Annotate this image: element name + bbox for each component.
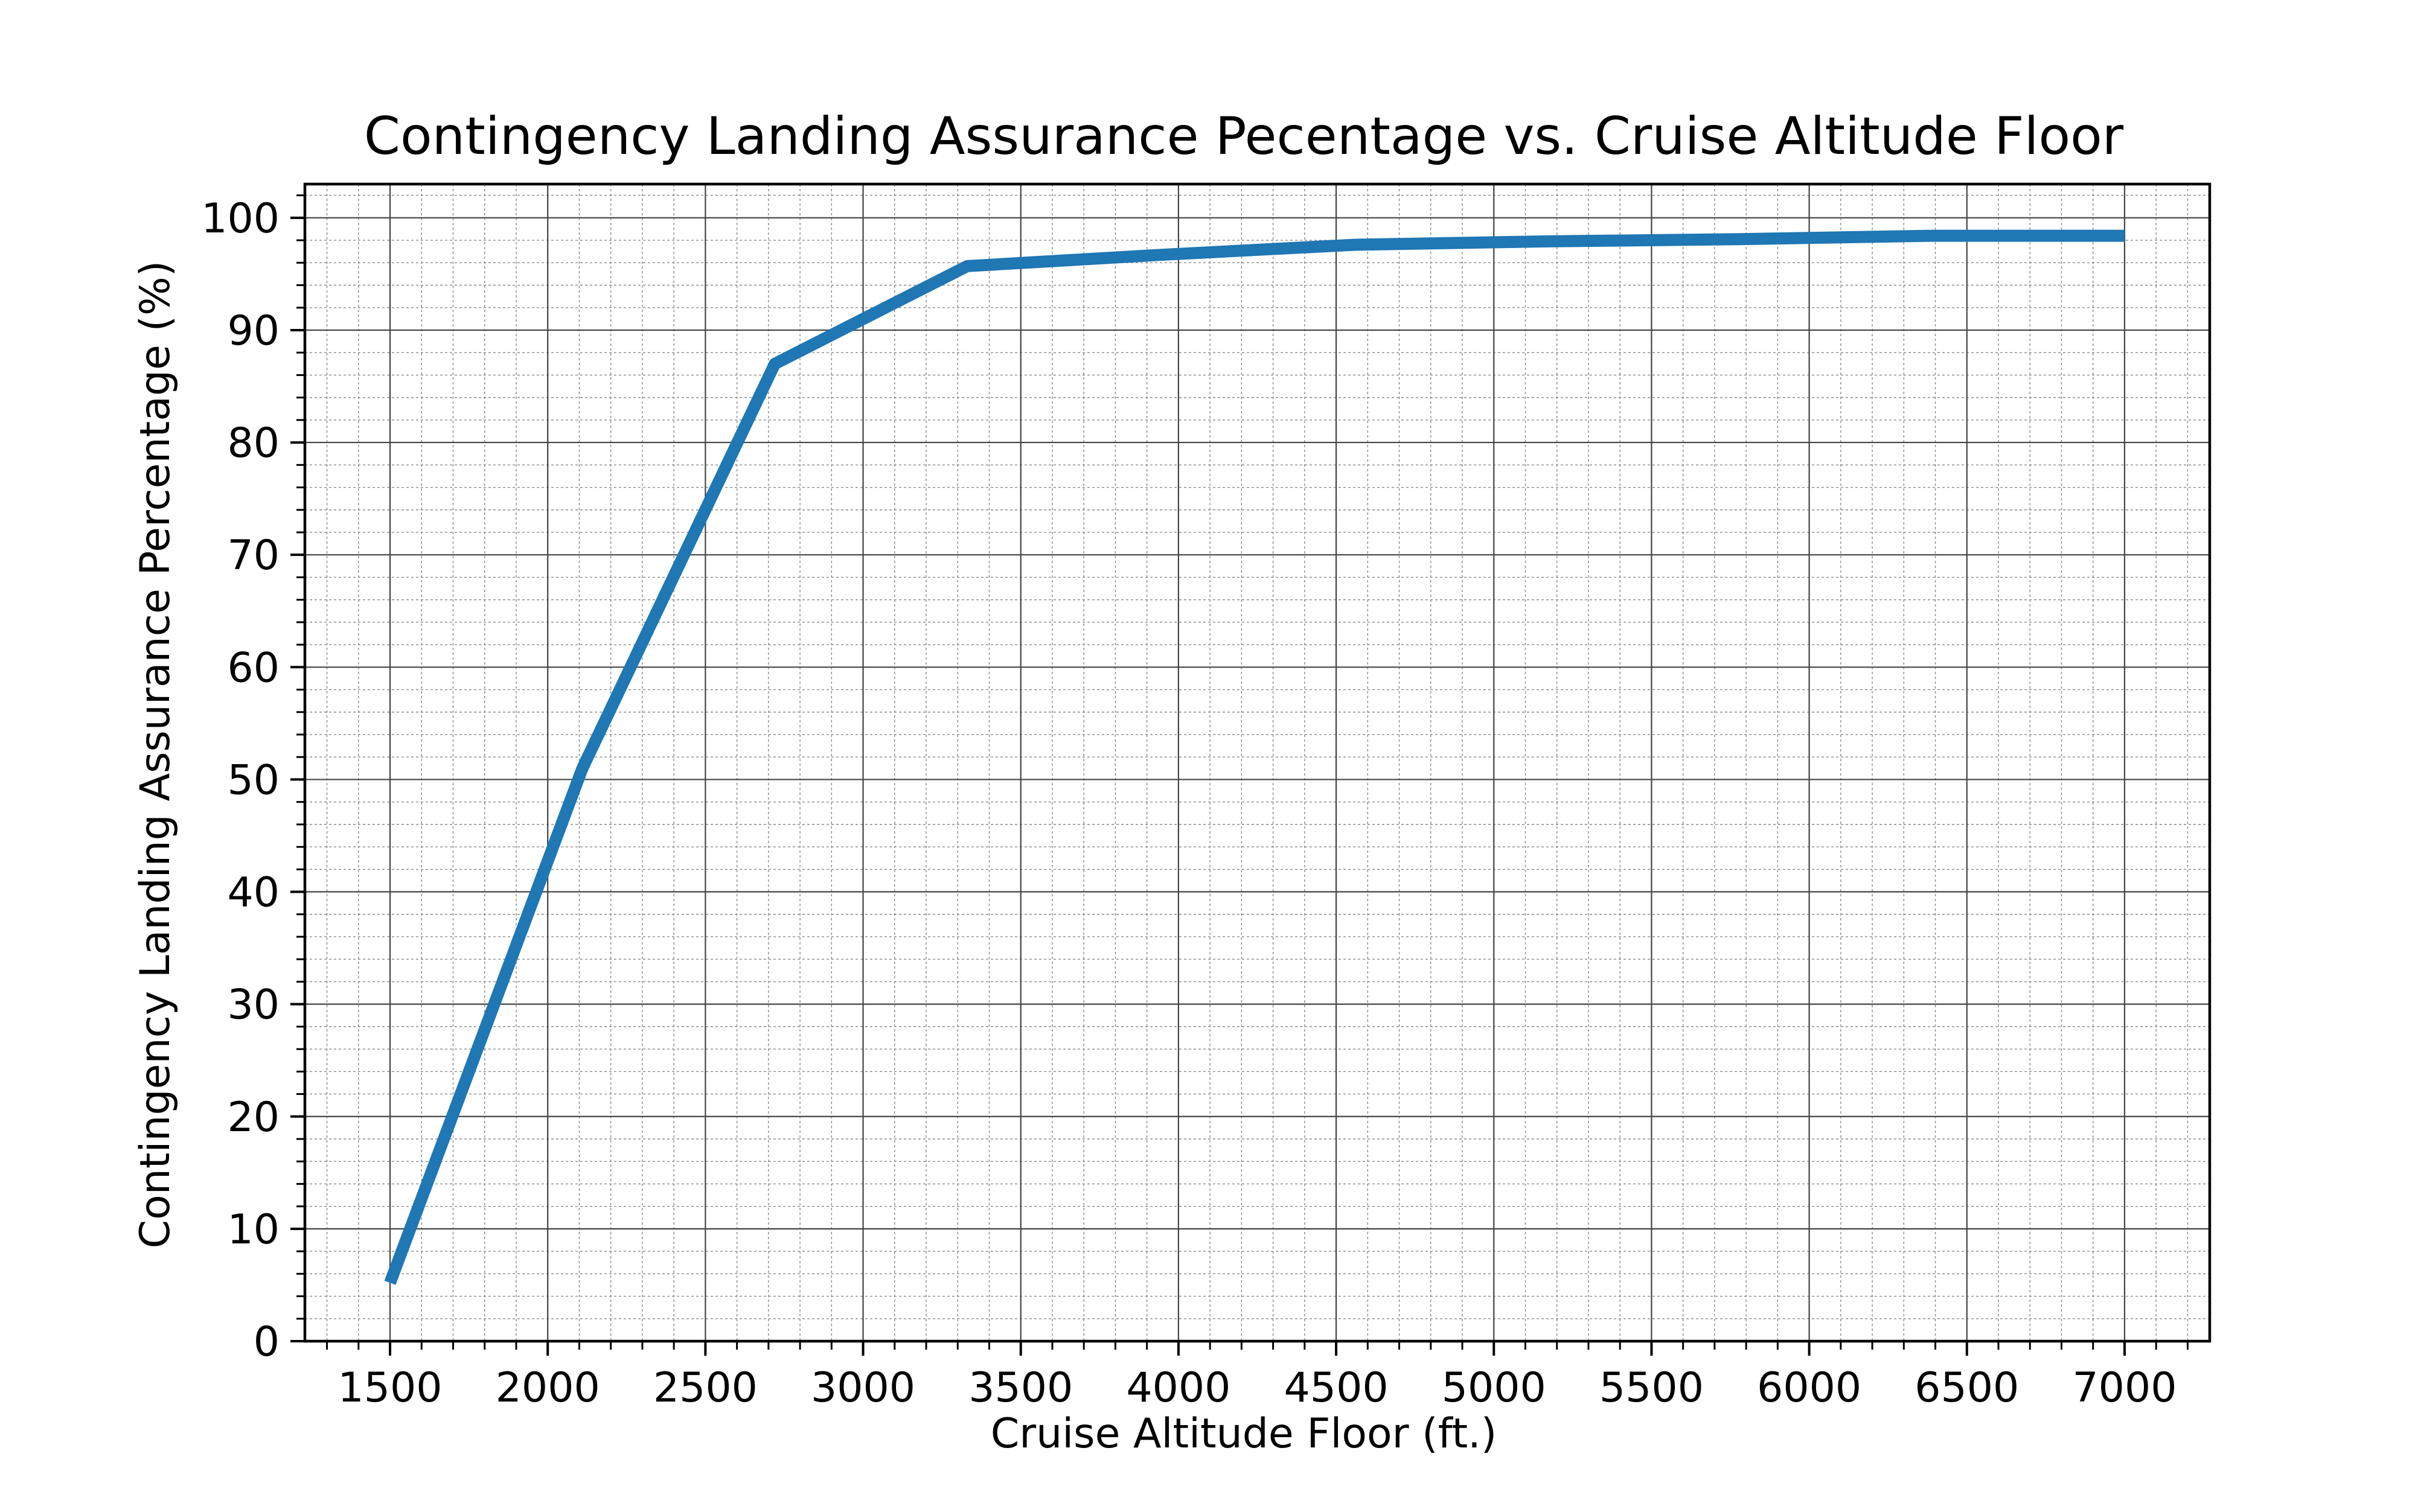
y-tick-label: 80 <box>227 419 280 467</box>
x-tick-label: 7000 <box>2072 1364 2177 1412</box>
x-tick-label: 3500 <box>968 1364 1073 1412</box>
y-tick-label: 90 <box>227 307 280 355</box>
x-tick-label: 6500 <box>1914 1364 2019 1412</box>
x-tick-label: 4500 <box>1284 1364 1389 1412</box>
y-axis-label: Contingency Landing Assurance Percentage… <box>132 261 179 1249</box>
y-tick-label: 100 <box>201 195 280 243</box>
y-tick-label: 70 <box>227 532 280 579</box>
x-axis-label: Cruise Altitude Floor (ft.) <box>991 1410 1497 1458</box>
x-tick-label: 5000 <box>1442 1364 1546 1412</box>
y-tick-label: 10 <box>227 1206 280 1254</box>
x-tick-label: 2000 <box>496 1364 600 1412</box>
x-tick-label: 2500 <box>653 1364 758 1412</box>
x-tick-label: 6000 <box>1757 1364 1861 1412</box>
x-tick-label: 4000 <box>1126 1364 1230 1412</box>
y-tick-label: 60 <box>227 644 280 692</box>
x-tick-label: 1500 <box>338 1364 443 1412</box>
y-tick-label: 30 <box>227 981 280 1029</box>
chart-title: Contingency Landing Assurance Pecentage … <box>364 106 2124 167</box>
x-tick-label: 5500 <box>1599 1364 1704 1412</box>
y-tick-label: 50 <box>227 756 280 804</box>
y-tick-label: 20 <box>227 1094 280 1141</box>
y-tick-label: 0 <box>254 1318 280 1366</box>
x-tick-label: 3000 <box>811 1364 915 1412</box>
y-tick-label: 40 <box>227 869 280 917</box>
